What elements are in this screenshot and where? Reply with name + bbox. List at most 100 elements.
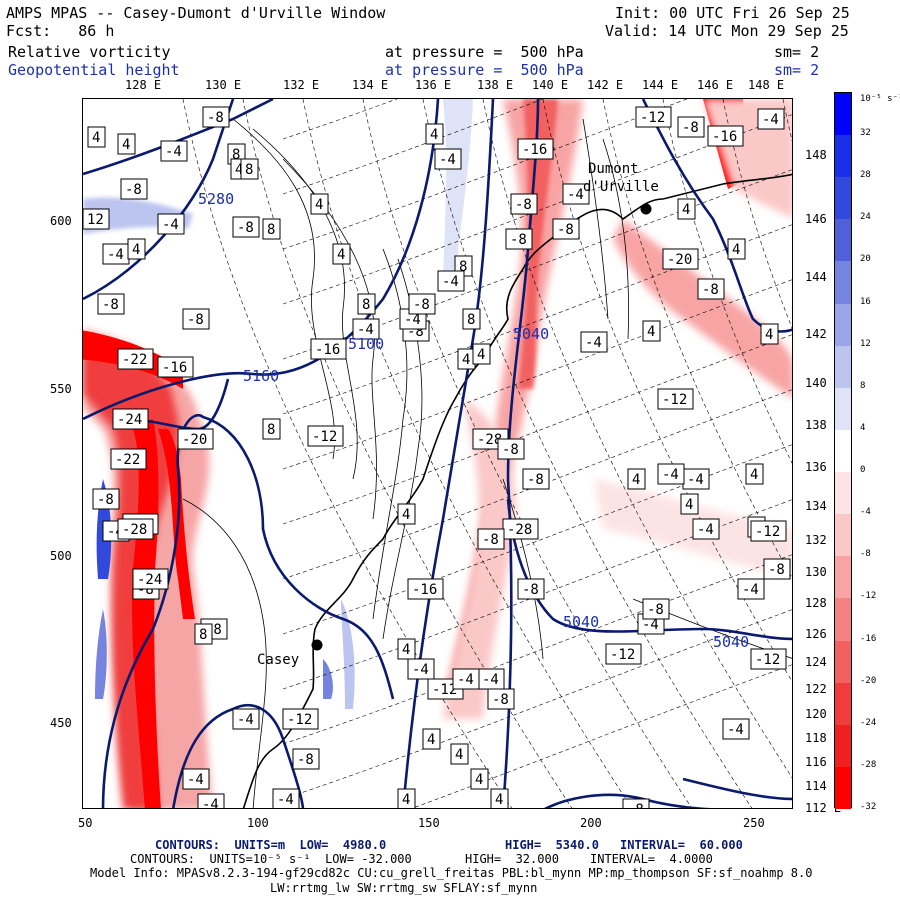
svg-text:-4: -4	[439, 152, 456, 168]
svg-text:-4: -4	[697, 522, 714, 538]
y-tick-label: 600	[50, 214, 72, 228]
vorticity-label: -20	[177, 428, 214, 450]
vorticity-label: 4	[397, 503, 416, 525]
svg-text:-8: -8	[482, 532, 499, 548]
vorticity-label: -12	[282, 708, 319, 730]
vorticity-label: -8	[232, 216, 260, 238]
svg-text:-12: -12	[755, 524, 780, 540]
vorticity-label: -8	[510, 193, 538, 215]
svg-text:-8: -8	[627, 802, 644, 809]
vorticity-label: 8	[194, 623, 213, 645]
colorbar-tick-label: -32	[860, 802, 877, 812]
vorticity-label: -16	[157, 356, 194, 378]
svg-text:4: 4	[462, 352, 470, 368]
svg-text:4: 4	[682, 202, 690, 218]
vorticity-label: -16	[517, 138, 554, 160]
vorticity-label: -8	[677, 116, 705, 138]
vorticity-label: 4	[397, 788, 416, 808]
colorbar-tick-label: 24	[860, 212, 871, 223]
colorbar-cell	[835, 219, 851, 262]
colorbar-tick-label: -28	[860, 759, 877, 770]
svg-text:-12: -12	[755, 652, 780, 668]
svg-text:-4: -4	[237, 712, 254, 728]
svg-text:8: 8	[362, 297, 370, 313]
top-lon-label: 146 E	[697, 78, 734, 92]
svg-text:4: 4	[647, 324, 655, 340]
svg-text:4: 4	[732, 242, 740, 258]
vorticity-label: 4	[470, 768, 489, 790]
svg-text:-4: -4	[762, 112, 779, 128]
svg-text:-8: -8	[237, 220, 254, 236]
svg-text:-4: -4	[585, 335, 602, 351]
vorticity-label: -8	[522, 468, 550, 490]
svg-text:-20: -20	[182, 432, 207, 448]
casey-label: Casey	[257, 652, 299, 668]
svg-text:-8: -8	[647, 602, 664, 618]
vorticity-label: 4	[425, 123, 444, 145]
y-tick-label: 500	[50, 549, 72, 563]
colorbar-tick-label: -8	[860, 549, 871, 560]
svg-text:12: 12	[87, 212, 104, 228]
colorbar-cell	[835, 345, 851, 389]
colorbar-cell	[835, 640, 851, 684]
vorticity-label: 4	[310, 193, 329, 215]
height-contour-info-low: CONTOURS: UNITS=m LOW= 4980.0	[155, 838, 387, 852]
svg-text:-28: -28	[122, 522, 147, 538]
colorbar	[834, 92, 852, 810]
svg-text:4: 4	[337, 247, 345, 263]
svg-text:-12: -12	[662, 392, 687, 408]
smoothing-1: sm= 2	[774, 43, 820, 61]
svg-text:-4: -4	[412, 662, 429, 678]
svg-text:-8: -8	[682, 120, 699, 136]
svg-text:-20: -20	[667, 252, 692, 268]
svg-text:-8: -8	[297, 752, 314, 768]
vorticity-label: -4	[682, 468, 710, 490]
vorticity-label: -28	[117, 518, 154, 540]
vorticity-label: -8	[552, 218, 580, 240]
svg-text:-16: -16	[315, 342, 340, 358]
field-geopotential: Geopotential height	[8, 61, 180, 79]
vorticity-label: -12	[635, 106, 672, 128]
svg-text:8: 8	[467, 312, 475, 328]
vorticity-label: -8	[697, 278, 725, 300]
vorticity-label: 8	[262, 218, 281, 240]
colorbar-tick-label: 32	[860, 128, 871, 139]
colorbar-tick-label: 0	[860, 465, 866, 476]
svg-text:-8: -8	[187, 312, 204, 328]
svg-text:-4: -4	[187, 772, 204, 788]
vorticity-label: -4	[437, 270, 465, 292]
top-lon-label: 128 E	[125, 78, 162, 92]
svg-text:8: 8	[199, 627, 207, 643]
svg-text:-12: -12	[432, 682, 457, 698]
svg-text:-4: -4	[457, 672, 474, 688]
svg-text:4: 4	[455, 747, 463, 763]
vorticity-label: -4	[232, 708, 260, 730]
vorticity-label: -12	[657, 388, 694, 410]
colorbar-cell	[835, 261, 851, 305]
colorbar-cell	[835, 93, 851, 136]
vorticity-label: -4	[102, 243, 130, 265]
svg-text:4: 4	[475, 772, 483, 788]
svg-text:4: 4	[92, 130, 100, 146]
svg-text:-4: -4	[642, 617, 659, 633]
vorticity-label: -8	[97, 293, 125, 315]
colorbar-cell	[835, 766, 851, 810]
vort-contour-info-low: CONTOURS: UNITS=10⁻⁵ s⁻¹ LOW= -32.000	[130, 852, 412, 866]
svg-text:-28: -28	[507, 522, 532, 538]
durville-label: d'Urville	[583, 179, 659, 195]
top-lon-label: 140 E	[532, 78, 569, 92]
vorticity-label: -8	[120, 178, 148, 200]
svg-text:-4: -4	[202, 797, 219, 809]
vorticity-label: 4	[472, 343, 491, 365]
map-panel[interactable]: 44-4-8-8-484-812-44848-484-84-48-16-8-4-…	[82, 98, 793, 809]
vorticity-label: -12	[307, 425, 344, 447]
vorticity-label: -22	[110, 448, 147, 470]
vorticity-label: -8	[622, 798, 650, 809]
vorticity-label: 4	[457, 348, 476, 370]
svg-text:4: 4	[122, 137, 130, 153]
vorticity-label: -8	[497, 438, 525, 460]
height-contour-label: 5100	[348, 335, 384, 353]
vorticity-label: -4	[657, 463, 685, 485]
field-vorticity: Relative vorticity	[8, 43, 171, 61]
height-contour-label: 5040	[563, 613, 599, 631]
